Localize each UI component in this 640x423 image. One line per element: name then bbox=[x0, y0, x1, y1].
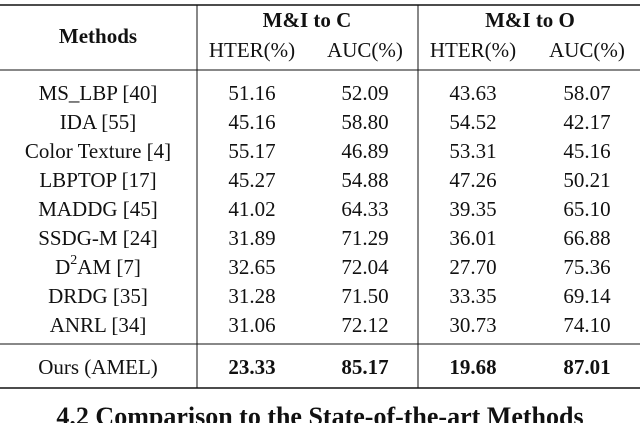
cell-value: 42.17 bbox=[563, 110, 610, 134]
cell-value: 54.88 bbox=[341, 168, 388, 192]
next-heading: 4.2 Comparison to the State-of-the-art M… bbox=[56, 402, 583, 423]
cell-value: 47.26 bbox=[449, 168, 496, 192]
cell-value: 72.12 bbox=[341, 313, 388, 337]
cell-value: 55.17 bbox=[228, 139, 275, 163]
cell-value: 45.16 bbox=[228, 110, 275, 134]
metric-header: AUC(%) bbox=[549, 38, 625, 62]
cell-value: 32.65 bbox=[228, 255, 275, 279]
cell-value: 30.73 bbox=[449, 313, 496, 337]
cell-value: 31.89 bbox=[228, 226, 275, 250]
cell-value: 74.10 bbox=[563, 313, 610, 337]
method-name: Color Texture [4] bbox=[25, 139, 171, 163]
cell-value: 58.07 bbox=[563, 81, 610, 105]
method-sup: 2 bbox=[70, 253, 77, 268]
metric-header: HTER(%) bbox=[430, 38, 516, 62]
cell-value: 75.36 bbox=[563, 255, 610, 279]
cell-value: 71.29 bbox=[341, 226, 388, 250]
cell-value: 39.35 bbox=[449, 197, 496, 221]
cell-value: 54.52 bbox=[449, 110, 496, 134]
method-name: DRDG [35] bbox=[48, 284, 148, 308]
cell-value: 45.27 bbox=[228, 168, 275, 192]
cell-value: 58.80 bbox=[341, 110, 388, 134]
cell-value: 51.16 bbox=[228, 81, 275, 105]
cell-value: 85.17 bbox=[341, 355, 388, 379]
method-name: D2AM [7] bbox=[55, 253, 141, 279]
method-part: D bbox=[55, 255, 70, 279]
cell-value: 41.02 bbox=[228, 197, 275, 221]
header-methods: Methods bbox=[59, 24, 137, 48]
group-header: M&I to O bbox=[485, 8, 575, 32]
cell-value: 27.70 bbox=[449, 255, 496, 279]
method-name: Ours (AMEL) bbox=[38, 355, 158, 379]
cell-value: 31.06 bbox=[228, 313, 275, 337]
group-header: M&I to C bbox=[263, 8, 352, 32]
cell-value: 43.63 bbox=[449, 81, 496, 105]
cell-value: 71.50 bbox=[341, 284, 388, 308]
cell-value: 19.68 bbox=[449, 355, 496, 379]
cell-value: 52.09 bbox=[341, 81, 388, 105]
cell-value: 46.89 bbox=[341, 139, 388, 163]
cell-value: 64.33 bbox=[341, 197, 388, 221]
method-name: MS_LBP [40] bbox=[39, 81, 158, 105]
cell-value: 72.04 bbox=[341, 255, 389, 279]
cell-value: 87.01 bbox=[563, 355, 610, 379]
cell-value: 45.16 bbox=[563, 139, 610, 163]
cell-value: 36.01 bbox=[449, 226, 496, 250]
cell-value: 33.35 bbox=[449, 284, 496, 308]
cell-value: 23.33 bbox=[228, 355, 275, 379]
cell-value: 65.10 bbox=[563, 197, 610, 221]
method-name: ANRL [34] bbox=[50, 313, 147, 337]
cell-value: 66.88 bbox=[563, 226, 610, 250]
metric-header: AUC(%) bbox=[327, 38, 403, 62]
method-name: IDA [55] bbox=[60, 110, 136, 134]
cell-value: 69.14 bbox=[563, 284, 611, 308]
cell-value: 50.21 bbox=[563, 168, 610, 192]
cell-value: 31.28 bbox=[228, 284, 275, 308]
method-name: LBPTOP [17] bbox=[39, 168, 156, 192]
method-name: SSDG-M [24] bbox=[38, 226, 158, 250]
metric-header: HTER(%) bbox=[209, 38, 295, 62]
method-name: MADDG [45] bbox=[38, 197, 158, 221]
cell-value: 53.31 bbox=[449, 139, 496, 163]
method-part: AM [7] bbox=[77, 255, 141, 279]
